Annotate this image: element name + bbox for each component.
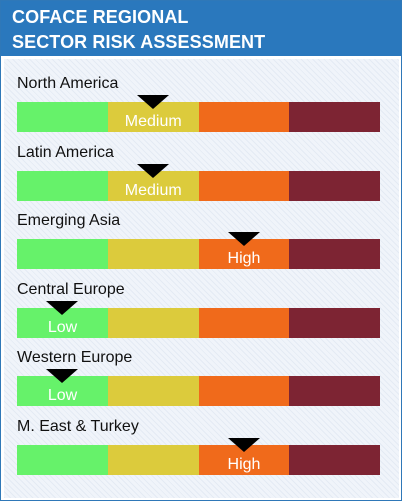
down-triangle-icon — [227, 437, 260, 452]
region-label: Emerging Asia — [17, 212, 121, 229]
rating-label: Medium — [124, 113, 182, 130]
risk-scale-bar — [17, 444, 380, 475]
title-line-1: COFACE REGIONAL — [12, 7, 189, 27]
rating-label: High — [227, 250, 261, 267]
down-triangle-icon — [46, 369, 79, 383]
scale-segment-high — [198, 307, 290, 338]
scale-segment-medium — [107, 376, 199, 406]
scale-segment-very-high — [289, 239, 380, 269]
rating-label: Low — [47, 387, 78, 404]
scale-segment-low — [17, 239, 108, 269]
down-triangle-icon — [137, 95, 170, 109]
scale-segment-low — [17, 102, 108, 132]
rating-label: Medium — [124, 181, 182, 199]
risk-scale-bar — [17, 239, 380, 269]
scale-segment-medium — [107, 307, 199, 338]
scale-segment-very-high — [289, 444, 380, 475]
down-triangle-icon — [137, 163, 170, 178]
region-label: Western Europe — [17, 349, 133, 366]
scale-segment-high — [198, 376, 290, 406]
scale-segment-low — [17, 444, 108, 475]
scale-segment-medium — [107, 239, 199, 269]
scale-segment-very-high — [289, 170, 380, 201]
header: COFACE REGIONAL SECTOR RISK ASSESSMENT — [1, 1, 401, 56]
region-label: Central Europe — [17, 280, 125, 298]
scale-segment-high — [198, 102, 290, 132]
scale-segment-very-high — [289, 102, 380, 132]
scale-segment-very-high — [289, 307, 380, 338]
rating-label: Low — [47, 318, 78, 336]
scale-segment-low — [17, 170, 108, 201]
down-triangle-icon — [46, 300, 79, 315]
rating-label: High — [227, 455, 261, 473]
region-label: M. East & Turkey — [17, 417, 139, 435]
region-label: North America — [17, 75, 119, 92]
down-triangle-icon — [227, 232, 260, 246]
chart-panel — [4, 59, 399, 498]
scale-segment-high — [198, 170, 290, 201]
scale-segment-medium — [107, 444, 199, 475]
risk-scale-bar — [17, 102, 380, 132]
region-label: Latin America — [17, 143, 114, 161]
title-line-2: SECTOR RISK ASSESSMENT — [12, 32, 266, 52]
scale-segment-very-high — [289, 376, 380, 406]
